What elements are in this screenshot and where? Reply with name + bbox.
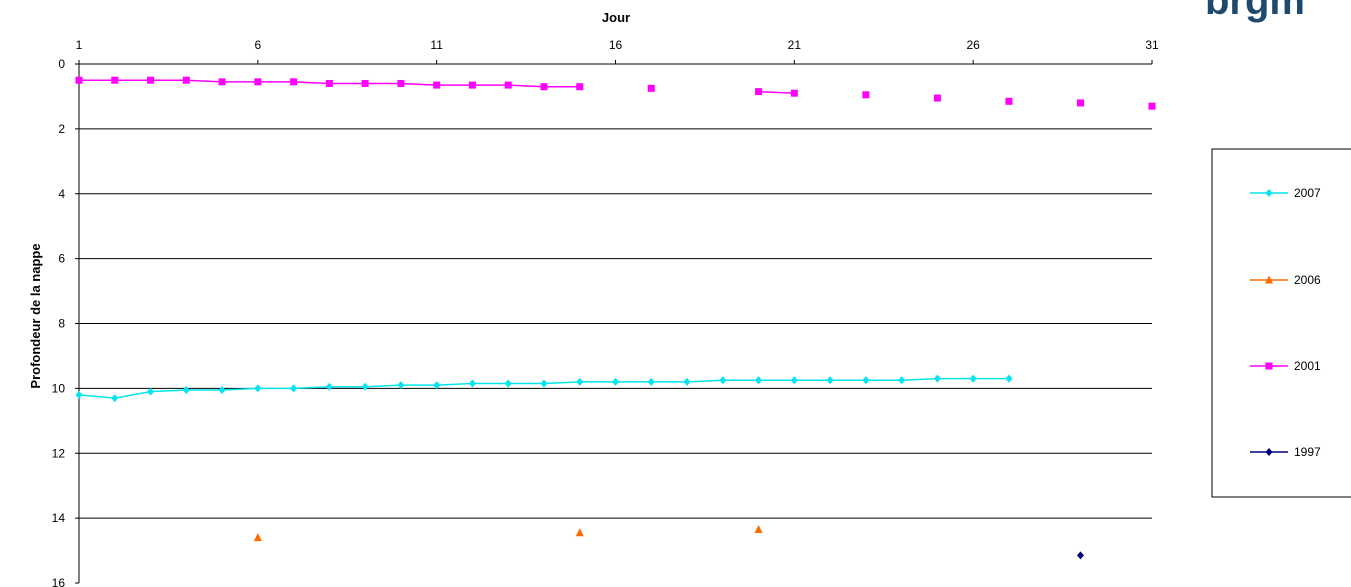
point-2007-day-22 [826,376,834,385]
point-2001-day-31 [1148,102,1156,110]
series-2001 [75,76,1156,110]
point-2001-day-12 [468,81,476,89]
point-2007-day-8 [325,382,333,391]
point-2001-day-23 [862,91,870,99]
y-tick-labels: 0 2 4 6 8 10 12 14 16 [52,57,66,587]
point-2001-day-8 [325,79,333,87]
legend-item-2007: 2007 [1250,186,1321,200]
y-tick-label-2: 2 [58,122,65,136]
legend-item-2001: 2001 [1250,359,1321,373]
point-2001-day-4 [182,76,190,84]
point-2001-day-13 [504,81,512,89]
point-2001-day-10 [397,79,405,87]
point-2001-day-9 [361,79,369,87]
point-2007-day-24 [898,376,906,385]
point-2001-day-15 [576,83,584,91]
legend-box [1211,148,1351,498]
x-tick-labels: 1 6 11 16 21 26 31 [76,38,1159,52]
point-2001-day-11 [433,81,441,89]
point-2007-day-2 [111,394,119,403]
point-2007-day-21 [790,376,798,385]
y-tick-label-14: 14 [52,511,66,525]
x-axis-title: Jour [602,10,630,25]
gridlines [79,128,1152,519]
y-tick-label-8: 8 [58,317,65,331]
point-2007-day-11 [433,381,441,390]
point-2001-day-1 [75,76,83,84]
point-2007-day-19 [719,376,727,385]
brgm-logo: brgm [1205,0,1305,23]
y-axis-title: Profondeur de la nappe [28,243,43,388]
point-2007-day-18 [683,377,691,386]
x-tick-label-6: 6 [254,38,261,52]
point-2007-day-5 [218,385,226,394]
point-2001-day-21 [790,89,798,97]
point-2007-day-12 [468,379,476,388]
axes [75,60,1153,584]
legend: 2007 2006 2001 1997 [1211,148,1351,498]
legend-item-2006: 2006 [1250,273,1321,287]
point-2006-day-20 [754,524,763,533]
point-2001-day-3 [147,76,155,84]
point-2007-day-10 [397,381,405,390]
point-2007-day-6 [254,384,262,393]
point-2001-day-2 [111,76,119,84]
legend-marker-2001 [1265,362,1273,370]
series-line-2001-1 [758,90,795,94]
legend-label-2007: 2007 [1294,186,1321,200]
point-2001-day-14 [540,83,548,91]
point-2001-day-25 [933,94,941,102]
point-2007-day-3 [147,387,155,396]
legend-label-2006: 2006 [1294,273,1321,287]
y-tick-label-6: 6 [58,252,65,266]
point-2007-day-1 [75,390,83,399]
x-tick-label-16: 16 [609,38,623,52]
x-tick-label-26: 26 [966,38,980,52]
point-2007-day-7 [290,384,298,393]
point-2001-day-17 [647,84,655,92]
legend-marker-2007 [1265,189,1273,197]
y-tick-label-12: 12 [52,446,66,460]
point-2007-day-15 [576,377,584,386]
point-2007-day-20 [755,376,763,385]
point-2001-day-20 [755,88,763,96]
legend-marker-1997 [1265,448,1273,456]
series-2006 [253,524,763,542]
point-2001-day-5 [218,78,226,86]
legend-item-1997: 1997 [1250,445,1321,459]
y-tick-label-4: 4 [58,187,65,201]
x-tick-label-1: 1 [76,38,83,52]
point-2001-day-27 [1005,97,1013,105]
point-2007-day-13 [504,379,512,388]
x-tick-label-11: 11 [430,38,443,52]
point-2007-day-4 [182,385,190,394]
x-tick-label-21: 21 [788,38,802,52]
legend-marker-2006 [1265,275,1273,284]
legend-label-1997: 1997 [1294,445,1321,459]
point-2001-day-29 [1076,99,1084,107]
point-2007-day-14 [540,379,548,388]
series-1997 [1076,551,1084,560]
point-2006-day-15 [575,528,584,537]
y-tick-label-16: 16 [52,576,66,587]
point-2006-day-6 [253,533,262,542]
plot-area [75,76,1156,560]
point-2007-day-25 [933,374,941,383]
point-2007-day-17 [647,377,655,386]
point-2007-day-26 [969,374,977,383]
x-tick-label-31: 31 [1145,38,1159,52]
point-1997-day-29 [1076,551,1084,560]
point-2007-day-16 [612,377,619,386]
point-2001-day-6 [254,78,262,86]
point-2007-day-9 [361,382,369,391]
point-2001-day-7 [290,78,298,86]
y-tick-label-0: 0 [58,57,65,71]
series-2007 [75,374,1013,403]
point-2007-day-23 [862,376,870,385]
y-tick-label-10: 10 [52,381,66,395]
legend-label-2001: 2001 [1294,359,1321,373]
point-2007-day-27 [1005,374,1013,383]
